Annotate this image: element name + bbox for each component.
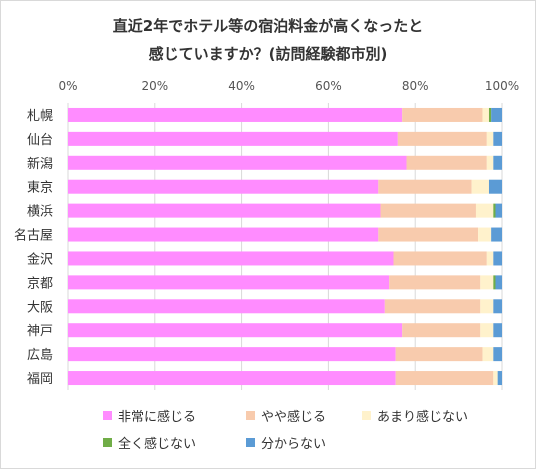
bar-segment bbox=[378, 179, 472, 194]
x-tick-label: 40% bbox=[228, 79, 255, 93]
category-label: 横浜 bbox=[27, 205, 53, 220]
bar-segment bbox=[402, 323, 481, 338]
bar-segment bbox=[395, 371, 494, 386]
category-label: 新潟 bbox=[27, 156, 53, 172]
category-label: 仙台 bbox=[27, 133, 53, 148]
category-label: 名古屋 bbox=[14, 228, 53, 244]
chart-title-line-1: 直近2年でホテル等の宿泊料金が高くなったと bbox=[112, 17, 424, 35]
bar-segment bbox=[493, 251, 502, 266]
bar-segment bbox=[482, 347, 494, 362]
legend-label: やや感じる bbox=[261, 410, 327, 425]
bar-segment bbox=[68, 371, 396, 386]
bar-segment bbox=[480, 323, 494, 338]
bar-segment bbox=[68, 131, 398, 146]
legend-swatch bbox=[103, 411, 112, 420]
bar-segment bbox=[493, 203, 496, 218]
bar-segment bbox=[406, 155, 487, 170]
bar-segment bbox=[475, 203, 494, 218]
bar-segment bbox=[488, 107, 492, 122]
bar-segment bbox=[493, 347, 502, 362]
x-tick-label: 100% bbox=[485, 79, 519, 93]
bar-segment bbox=[495, 203, 502, 218]
legend-item: やや感じる bbox=[246, 406, 326, 425]
legend-item: 非常に感じる bbox=[103, 406, 196, 425]
category-label: 東京 bbox=[27, 180, 53, 196]
bar-segment bbox=[493, 131, 502, 146]
bar-segment bbox=[380, 203, 476, 218]
bar-segment bbox=[68, 107, 403, 122]
legend-item: あまり感じない bbox=[362, 406, 468, 425]
legend-label: 非常に感じる bbox=[118, 410, 197, 425]
bar-segment bbox=[402, 107, 483, 122]
bar-segment bbox=[395, 347, 483, 362]
legend-swatch bbox=[362, 411, 371, 420]
bar-segment bbox=[497, 371, 502, 386]
bar-segment bbox=[493, 371, 498, 386]
bar-segment bbox=[68, 251, 394, 266]
legend-label: あまり感じない bbox=[377, 410, 469, 425]
bar-segment bbox=[493, 299, 502, 314]
bar-segment bbox=[491, 107, 502, 122]
bar-segment bbox=[68, 155, 407, 170]
legend-swatch bbox=[246, 438, 255, 447]
bar-segment bbox=[68, 323, 403, 338]
legend-item: 分からない bbox=[246, 433, 326, 452]
bar-segment bbox=[491, 227, 502, 242]
bar-segment bbox=[68, 347, 396, 362]
bar-segment bbox=[378, 227, 479, 242]
legend-label: 分からない bbox=[261, 437, 327, 452]
bar-segment bbox=[68, 299, 385, 314]
bar-segment bbox=[486, 131, 494, 146]
bar-segment bbox=[480, 299, 494, 314]
bar-segment bbox=[482, 107, 489, 122]
bar-segment bbox=[478, 227, 492, 242]
bar-segment bbox=[493, 155, 502, 170]
bar-segment bbox=[389, 275, 481, 290]
legend-label: 全く感じない bbox=[118, 437, 197, 452]
bar-segment bbox=[68, 275, 390, 290]
legend-item: 全く感じない bbox=[103, 433, 196, 452]
bar-segment bbox=[493, 323, 502, 338]
bar-segment bbox=[68, 203, 381, 218]
bar-segment bbox=[486, 251, 494, 266]
x-tick-label: 20% bbox=[141, 79, 168, 93]
bar-segment bbox=[68, 227, 379, 242]
category-label: 金沢 bbox=[27, 251, 53, 267]
x-tick-label: 0% bbox=[58, 79, 77, 93]
bar-segment bbox=[384, 299, 481, 314]
category-label: 札幌 bbox=[27, 108, 53, 124]
chart-title-line-2: 感じていますか？(訪問経験都市別) bbox=[148, 45, 388, 63]
bar-segment bbox=[397, 131, 487, 146]
category-label: 広島 bbox=[27, 348, 53, 363]
x-tick-label: 60% bbox=[315, 79, 342, 93]
bar-segment bbox=[393, 251, 487, 266]
bar-segment bbox=[68, 179, 379, 194]
category-label: 神戸 bbox=[27, 324, 53, 339]
category-label: 福岡 bbox=[27, 372, 53, 387]
x-tick-label: 80% bbox=[402, 79, 429, 93]
category-label: 大阪 bbox=[27, 300, 53, 315]
bar-segment bbox=[493, 275, 496, 290]
chart-title: 直近2年でホテル等の宿泊料金が高くなったと 感じていますか？(訪問経験都市別) bbox=[0, 12, 536, 68]
bar-segment bbox=[480, 275, 494, 290]
legend-swatch bbox=[246, 411, 255, 420]
category-label: 京都 bbox=[27, 276, 53, 291]
bar-segment bbox=[486, 155, 494, 170]
bar-segment bbox=[471, 179, 489, 194]
bar-segment bbox=[495, 275, 502, 290]
bar-segment bbox=[488, 179, 502, 194]
legend-swatch bbox=[103, 438, 112, 447]
